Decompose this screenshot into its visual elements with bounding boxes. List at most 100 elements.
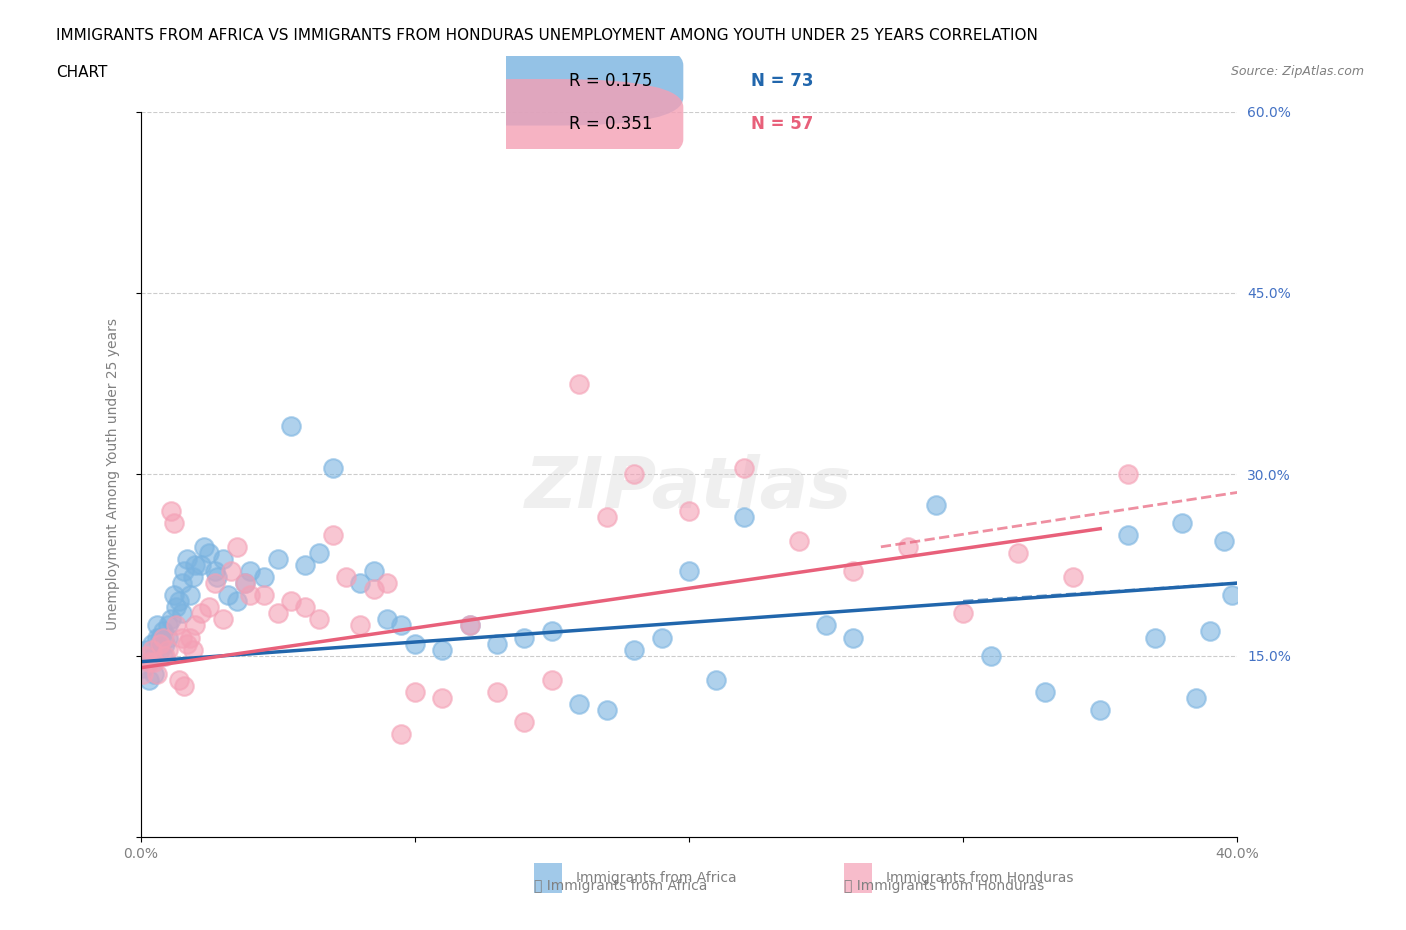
Point: [198, 545, 221, 560]
Point: [157, 643, 180, 658]
Bar: [534, 863, 562, 893]
Point: [253, 569, 276, 585]
Point: [980, 648, 1002, 663]
Point: [141, 636, 163, 651]
Point: [152, 624, 174, 639]
Point: [322, 461, 344, 476]
Point: [294, 600, 316, 615]
Point: [349, 576, 371, 591]
Text: R = 0.175: R = 0.175: [569, 72, 652, 90]
Point: [267, 606, 290, 621]
Point: [568, 377, 591, 392]
Point: [1171, 515, 1194, 530]
Point: [308, 545, 330, 560]
Point: [349, 618, 371, 633]
Point: [170, 631, 193, 645]
Point: [155, 648, 177, 663]
Point: [132, 666, 155, 681]
Point: [170, 576, 193, 591]
Point: [239, 564, 262, 578]
Point: [146, 666, 169, 681]
Point: [190, 606, 212, 621]
Point: [211, 612, 233, 627]
Point: [363, 564, 385, 578]
Point: [280, 594, 302, 609]
Point: [179, 631, 201, 645]
Point: [211, 551, 233, 566]
Point: [267, 551, 290, 566]
Point: [335, 569, 357, 585]
Point: [1185, 690, 1208, 706]
Point: [377, 576, 399, 591]
Point: [787, 534, 810, 549]
Point: [432, 690, 454, 706]
Point: [157, 631, 180, 645]
Point: [541, 672, 564, 687]
Point: [162, 588, 184, 603]
Point: [132, 660, 155, 675]
Point: [155, 636, 177, 651]
Point: [190, 558, 212, 573]
Y-axis label: Unemployment Among Youth under 25 years: Unemployment Among Youth under 25 years: [105, 318, 120, 631]
Point: [165, 600, 187, 615]
Point: [596, 703, 619, 718]
Point: [322, 527, 344, 542]
Point: [432, 643, 454, 658]
Point: [897, 539, 920, 554]
Point: [217, 588, 239, 603]
Point: [138, 655, 160, 670]
Point: [198, 600, 221, 615]
FancyBboxPatch shape: [388, 79, 683, 167]
Point: [135, 643, 157, 658]
Point: [184, 618, 207, 633]
Text: IMMIGRANTS FROM AFRICA VS IMMIGRANTS FROM HONDURAS UNEMPLOYMENT AMONG YOUTH UNDE: IMMIGRANTS FROM AFRICA VS IMMIGRANTS FRO…: [56, 28, 1038, 43]
Point: [486, 636, 509, 651]
Point: [952, 606, 974, 621]
Point: [149, 643, 172, 658]
Point: [170, 606, 193, 621]
Point: [842, 564, 865, 578]
Point: [204, 576, 226, 591]
Point: [404, 684, 426, 699]
FancyBboxPatch shape: [388, 37, 683, 126]
Point: [513, 714, 536, 729]
Text: N = 73: N = 73: [751, 72, 813, 90]
Point: [541, 624, 564, 639]
Point: [184, 558, 207, 573]
Point: [651, 631, 673, 645]
Point: [173, 564, 195, 578]
Point: [842, 631, 865, 645]
Point: [225, 594, 247, 609]
Text: ⬜ Immigrants from Africa: ⬜ Immigrants from Africa: [534, 879, 707, 893]
Point: [253, 588, 276, 603]
Point: [143, 648, 166, 663]
Point: [389, 727, 412, 742]
Point: [152, 631, 174, 645]
Point: [159, 503, 181, 518]
Text: Source: ZipAtlas.com: Source: ZipAtlas.com: [1230, 65, 1364, 78]
Point: [678, 564, 700, 578]
Point: [678, 503, 700, 518]
Point: [1090, 703, 1112, 718]
Point: [623, 467, 645, 482]
Point: [1220, 588, 1243, 603]
Point: [165, 618, 187, 633]
Point: [233, 576, 256, 591]
Point: [294, 558, 316, 573]
Point: [568, 697, 591, 711]
Point: [225, 539, 247, 554]
Point: [1116, 527, 1139, 542]
Point: [143, 666, 166, 681]
Text: Immigrants from Honduras: Immigrants from Honduras: [886, 870, 1073, 885]
Point: [181, 569, 204, 585]
Point: [925, 498, 948, 512]
Text: CHART: CHART: [56, 65, 108, 80]
Point: [513, 631, 536, 645]
Point: [179, 588, 201, 603]
Point: [239, 588, 262, 603]
Text: ZIPatlas: ZIPatlas: [526, 455, 852, 524]
Point: [1144, 631, 1167, 645]
Text: R = 0.351: R = 0.351: [569, 114, 652, 133]
Point: [486, 684, 509, 699]
Point: [167, 672, 190, 687]
